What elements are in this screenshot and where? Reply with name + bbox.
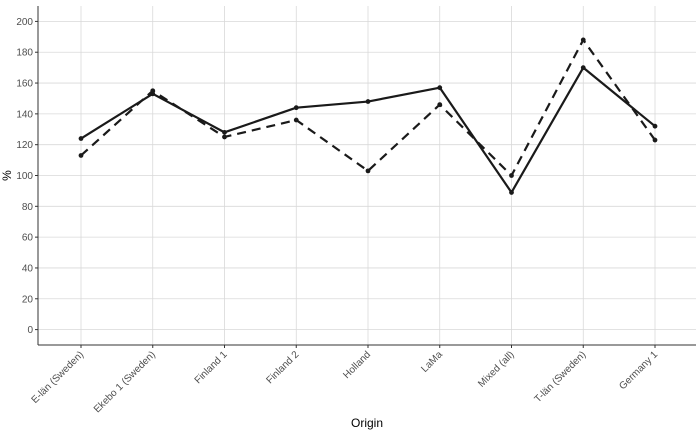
y-tick-label: 80 (22, 202, 34, 213)
data-point (580, 37, 586, 43)
x-tick-label: Mixed (all) (476, 349, 516, 389)
data-point (78, 153, 84, 158)
data-point (78, 136, 84, 141)
data-point (293, 105, 299, 111)
x-axis-title: Origin (351, 416, 383, 430)
data-point (580, 65, 586, 71)
data-point (222, 129, 227, 135)
y-tick-label: 180 (16, 48, 33, 59)
data-point (365, 168, 371, 174)
series-layer (78, 37, 658, 195)
y-axis-ticks: 0 20 40 60 80 100 120 140 160 180 200 (16, 17, 38, 336)
series-line (80, 38, 656, 177)
y-axis-title: % (0, 170, 14, 181)
data-point (150, 88, 156, 94)
data-point (509, 173, 514, 178)
data-point (437, 85, 443, 91)
data-point (222, 134, 227, 140)
y-tick-label: 60 (22, 233, 34, 244)
y-gridlines (38, 21, 696, 330)
y-tick-label: 120 (16, 140, 33, 151)
x-tick-label: E-län (Sweden) (30, 349, 87, 406)
data-point (652, 123, 658, 129)
y-tick-label: 140 (16, 109, 33, 120)
y-tick-label: 20 (22, 294, 34, 305)
data-point (652, 137, 658, 143)
y-tick-label: 0 (27, 325, 33, 336)
x-tick-label: Holland (341, 349, 373, 381)
y-tick-label: 100 (16, 171, 33, 182)
x-tick-label: Finland 1 (193, 349, 230, 386)
data-point (509, 190, 514, 195)
x-axis-ticks: E-län (Sweden) Ekebo 1 (Sweden) Finland 1 F… (30, 345, 660, 415)
y-tick-label: 200 (16, 17, 33, 28)
x-tick-label: T-län (Sweden) (533, 349, 589, 405)
y-tick-label: 160 (16, 79, 33, 90)
data-point (293, 117, 299, 123)
x-tick-label: Finland 2 (265, 349, 302, 386)
y-tick-label: 40 (22, 263, 34, 274)
series-2 (78, 37, 658, 178)
x-tick-label: Ekebo 1 (Sweden) (92, 349, 158, 415)
x-tick-label: Germany 1 (617, 349, 660, 392)
data-point (437, 102, 443, 108)
data-point (365, 99, 371, 104)
x-tick-label: LaMa (419, 349, 445, 375)
